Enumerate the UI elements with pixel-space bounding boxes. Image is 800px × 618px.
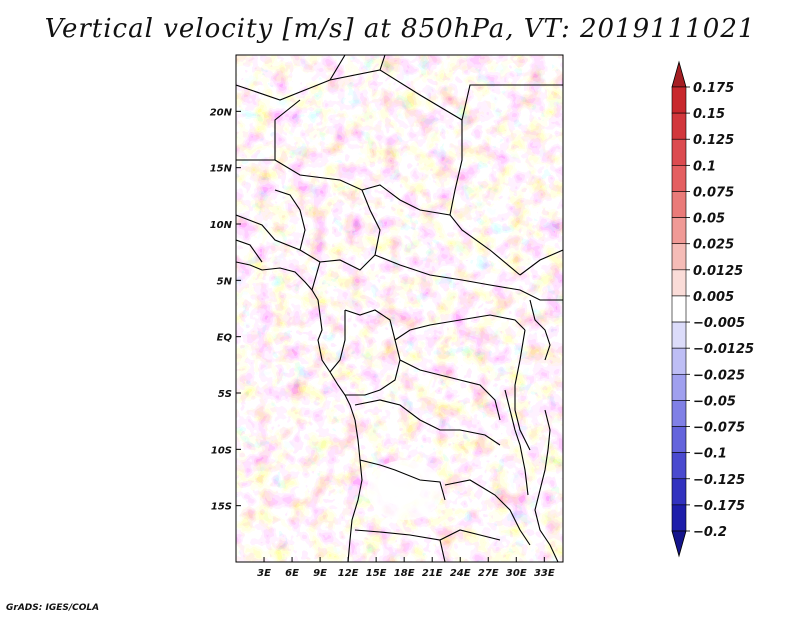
colorbar-swatch xyxy=(671,269,687,297)
lon-tick-label: 9E xyxy=(313,568,327,579)
colorbar-label: −0.005 xyxy=(693,316,745,331)
velocity-field xyxy=(236,55,563,562)
lat-tick-label: 20N xyxy=(210,107,233,118)
colorbar-label: 0.05 xyxy=(693,212,725,227)
lat-tick-label: 15N xyxy=(210,164,233,175)
lon-tick-label: 30E xyxy=(506,568,527,579)
colorbar-swatch xyxy=(671,165,687,192)
colorbar-swatch xyxy=(671,295,687,323)
colorbar-label: −0.0125 xyxy=(693,342,754,357)
colorbar-swatch xyxy=(671,86,687,114)
colorbar-label: 0.0125 xyxy=(693,264,743,279)
lat-tick-label: 5N xyxy=(217,276,233,287)
colorbar-swatch xyxy=(671,504,687,532)
lon-tick-label: 18E xyxy=(394,568,415,579)
map-frame xyxy=(235,54,564,563)
lon-tick-label: 6E xyxy=(285,568,299,579)
colorbar-swatch xyxy=(671,112,687,140)
colorbar-label: 0.175 xyxy=(693,81,734,96)
colorbar: 0.175 0.15 0.125 0.1 0.075 0.05 0.025 0.0125 0.0… xyxy=(671,60,754,558)
colorbar-label: −0.025 xyxy=(693,368,745,383)
colorbar-label: −0.175 xyxy=(693,499,745,514)
lon-tick-label: 33E xyxy=(534,568,555,579)
colorbar-max-triangle xyxy=(671,60,687,88)
colorbar-label: 0.1 xyxy=(693,159,716,174)
lon-tick-label: 24E xyxy=(450,568,471,579)
colorbar-label: −0.2 xyxy=(693,525,727,540)
colorbar-min-triangle xyxy=(671,530,687,558)
colorbar-swatch xyxy=(671,400,687,427)
colorbar-swatch xyxy=(671,452,687,480)
colorbar-swatch xyxy=(671,426,687,453)
map-title: Vertical velocity [m/s] at 850hPa, VT: 2… xyxy=(44,14,756,44)
colorbar-swatch xyxy=(671,321,687,349)
colorbar-label: 0.15 xyxy=(693,107,725,122)
colorbar-label: 0.025 xyxy=(693,238,734,253)
lon-tick-label: 3E xyxy=(257,568,271,579)
lat-tick-label: 15S xyxy=(211,502,232,513)
borders-layer xyxy=(236,55,563,562)
colorbar-swatch xyxy=(671,478,687,506)
colorbar-label: 0.075 xyxy=(693,185,734,200)
lat-tick-label: EQ xyxy=(217,333,233,344)
colorbar-label: −0.075 xyxy=(693,421,745,436)
colorbar-swatch xyxy=(671,347,687,375)
lon-tick-label: 27E xyxy=(478,568,499,579)
grads-credit: GrADS: IGES/COLA xyxy=(6,603,100,613)
colorbar-label: −0.1 xyxy=(693,447,727,462)
colorbar-label: −0.05 xyxy=(693,394,736,409)
colorbar-swatch xyxy=(671,217,687,245)
colorbar-label: 0.125 xyxy=(693,133,734,148)
colorbar-label: −0.125 xyxy=(693,473,745,488)
lon-tick-label: 15E xyxy=(366,568,387,579)
longitude-axis: 3E 6E 9E 12E 15E 18E 21E 24E 27E 30E 33E xyxy=(257,557,555,579)
colorbar-swatch xyxy=(671,191,687,218)
latitude-axis: 20N 15N 10N 5N EQ 5S 10S 15S xyxy=(210,107,241,513)
colorbar-swatch xyxy=(671,138,687,166)
colorbar-label: 0.005 xyxy=(693,290,734,305)
lat-tick-label: 10N xyxy=(210,220,233,231)
lat-tick-label: 5S xyxy=(218,389,232,400)
lon-tick-label: 21E xyxy=(422,568,443,579)
lat-tick-label: 10S xyxy=(211,445,232,456)
lon-tick-label: 12E xyxy=(338,568,359,579)
colorbar-swatch xyxy=(671,373,687,401)
colorbar-swatch xyxy=(671,243,687,271)
